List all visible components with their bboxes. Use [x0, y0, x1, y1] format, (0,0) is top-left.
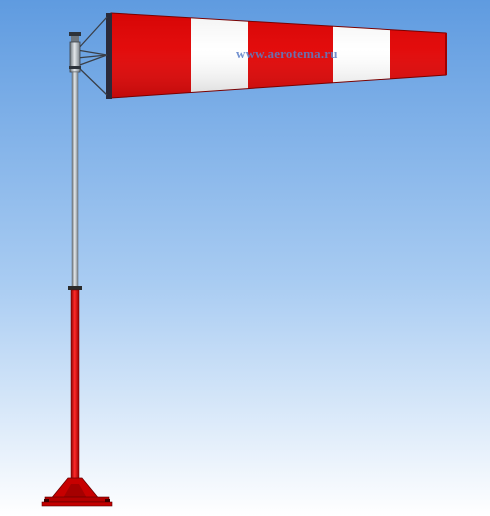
watermark-text: www.aerotema.ru — [236, 46, 338, 61]
mast-joint — [68, 286, 82, 290]
mast-base — [41, 477, 113, 507]
windsock-ring — [106, 13, 112, 99]
windsock-frame — [76, 16, 108, 96]
mast-lower-red — [70, 289, 80, 489]
mast-upper-grey — [71, 71, 79, 289]
